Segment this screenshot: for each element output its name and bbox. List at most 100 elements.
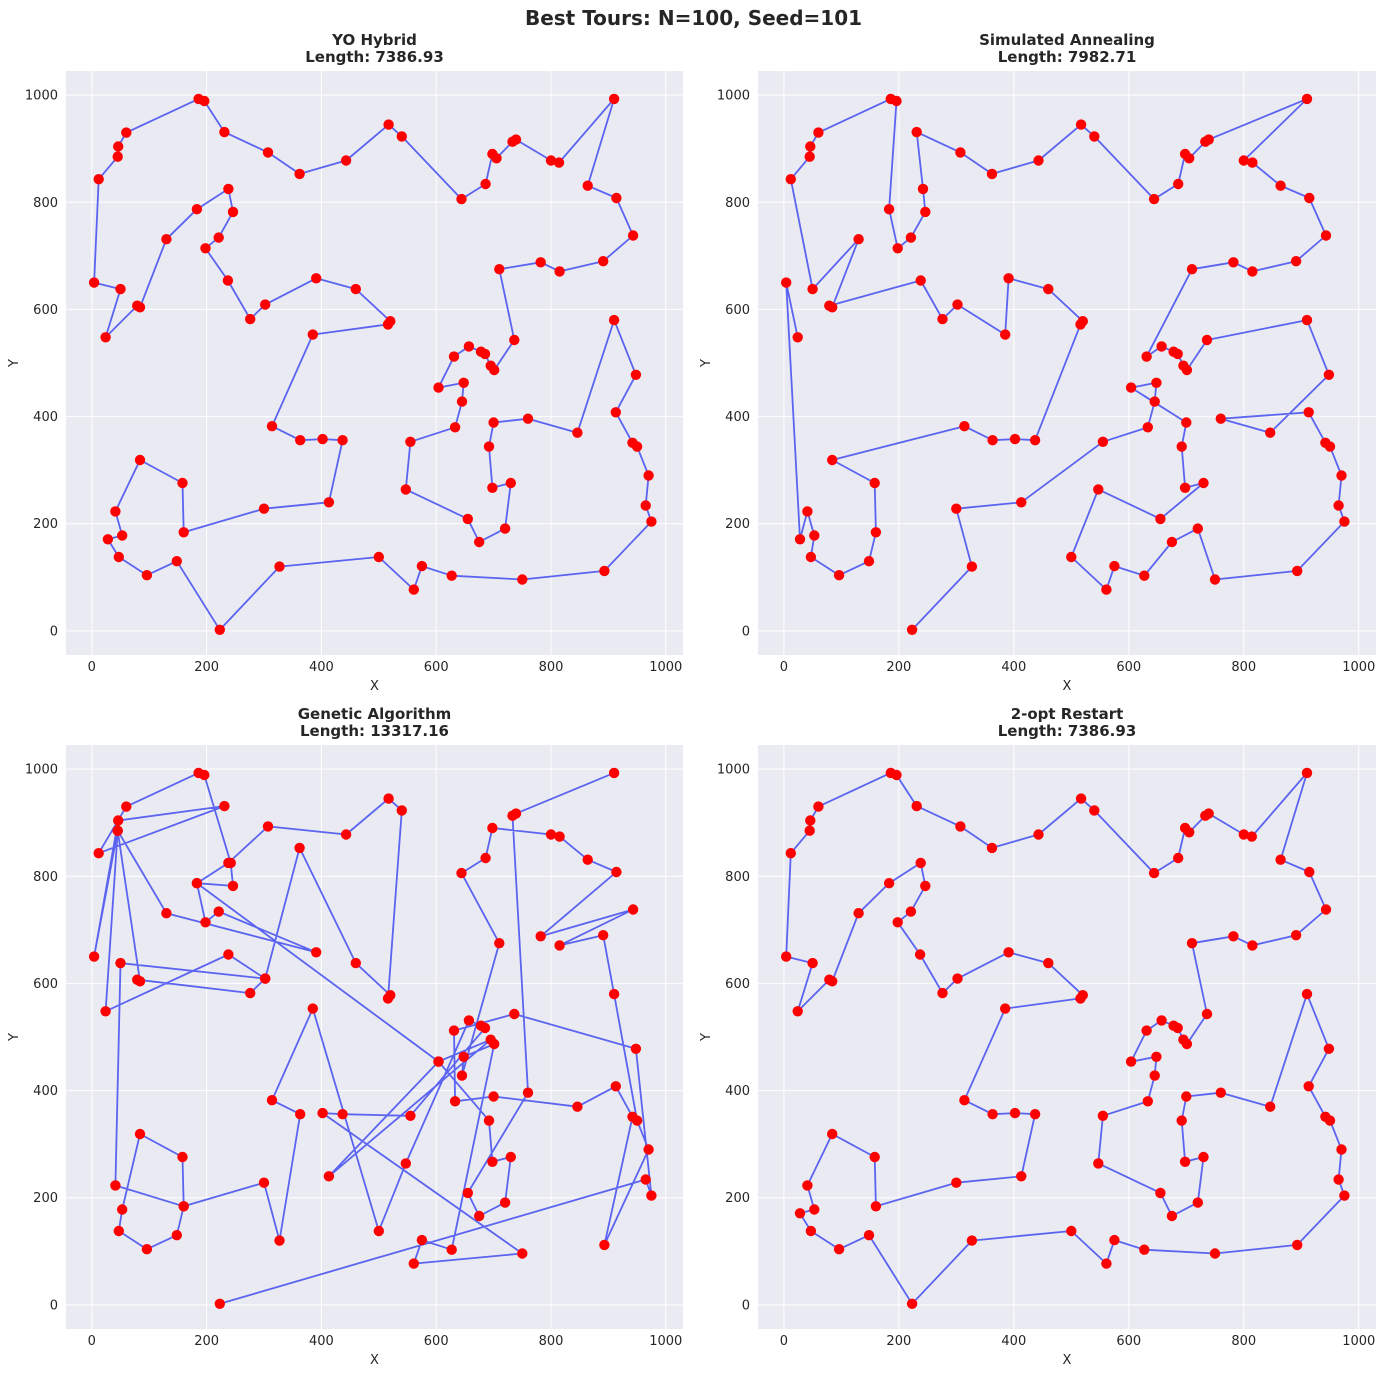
city-point xyxy=(433,382,444,393)
x-axis-label: X xyxy=(370,1353,379,1368)
city-point xyxy=(1142,422,1154,433)
city-point xyxy=(1275,854,1286,865)
city-point xyxy=(474,1210,485,1222)
city-point xyxy=(1149,396,1160,407)
x-tick-label: 400 xyxy=(1001,660,1026,675)
x-tick-label: 0 xyxy=(88,660,96,675)
city-point xyxy=(1149,1070,1160,1081)
city-point xyxy=(487,148,498,160)
city-point xyxy=(608,314,620,326)
city-point xyxy=(1303,407,1314,418)
city-point xyxy=(1198,477,1209,489)
city-point xyxy=(223,183,234,195)
panel-subtitle: Length: 7386.93 xyxy=(998,722,1137,740)
city-point xyxy=(350,957,361,969)
city-point xyxy=(258,503,270,514)
city-point xyxy=(951,503,962,514)
city-point xyxy=(112,825,123,836)
city-point xyxy=(487,482,498,493)
city-point xyxy=(311,947,322,958)
city-point xyxy=(494,264,505,275)
city-point xyxy=(134,976,146,987)
city-point xyxy=(1275,180,1286,191)
city-point xyxy=(141,1244,153,1255)
city-point xyxy=(554,831,565,842)
city-point xyxy=(853,908,864,919)
city-point xyxy=(572,1101,583,1112)
city-point xyxy=(1181,417,1192,428)
chart-panel-2: 0 200 400 600 800 1000 0 200 400 600 800 1000 X Y Simu… xyxy=(699,31,1376,694)
city-point xyxy=(458,1051,469,1063)
city-point xyxy=(383,119,394,130)
city-point xyxy=(483,1115,495,1126)
x-axis-label: X xyxy=(370,679,379,694)
city-point xyxy=(311,273,322,284)
city-point xyxy=(295,1109,306,1120)
city-point xyxy=(809,1204,820,1215)
x-tick-label: 600 xyxy=(1116,1334,1141,1349)
city-point xyxy=(295,435,306,446)
city-point xyxy=(781,951,792,962)
x-tick-label: 1000 xyxy=(649,660,682,675)
city-point xyxy=(824,300,835,311)
y-axis-label: Y xyxy=(7,1033,22,1042)
city-point xyxy=(480,178,491,190)
city-point xyxy=(408,584,419,595)
city-point xyxy=(193,93,204,105)
plot-area xyxy=(758,71,1376,655)
city-point xyxy=(416,560,428,572)
city-point xyxy=(807,957,818,969)
city-point xyxy=(598,256,609,267)
chart-panel-1: 0 200 400 600 800 1000 0 200 400 600 800 1000 X Y YO H… xyxy=(7,31,683,694)
city-point xyxy=(608,988,620,1000)
city-point xyxy=(885,93,896,105)
city-point xyxy=(627,230,639,241)
city-point xyxy=(115,957,126,969)
city-point xyxy=(274,1235,285,1246)
x-tick-label: 600 xyxy=(424,1334,449,1349)
city-point xyxy=(554,266,565,277)
city-point xyxy=(1198,1151,1209,1163)
city-point xyxy=(1155,513,1166,525)
city-point xyxy=(1029,435,1041,446)
y-tick-label: 400 xyxy=(33,1084,58,1099)
city-point xyxy=(952,299,963,310)
y-tick-label: 600 xyxy=(33,303,58,318)
panel-subtitle: Length: 7982.71 xyxy=(998,48,1137,66)
city-point xyxy=(405,1110,416,1122)
y-tick-label: 0 xyxy=(742,624,750,639)
city-point xyxy=(598,930,609,941)
city-point xyxy=(1228,931,1239,942)
city-point xyxy=(448,351,460,362)
city-point xyxy=(1016,1171,1027,1182)
city-point xyxy=(1200,136,1211,147)
x-tick-label: 400 xyxy=(1001,1334,1026,1349)
city-point xyxy=(219,800,230,812)
city-point xyxy=(340,155,352,166)
panel-title: Genetic Algorithm xyxy=(298,705,452,723)
city-point xyxy=(917,183,929,195)
city-point xyxy=(885,767,896,779)
city-point xyxy=(1101,584,1112,595)
city-point xyxy=(262,821,274,832)
city-point xyxy=(582,854,593,865)
city-point xyxy=(813,127,824,138)
city-point xyxy=(631,1115,643,1126)
city-point xyxy=(1304,866,1315,878)
city-point xyxy=(1097,1110,1109,1122)
y-axis-label: Y xyxy=(7,359,22,368)
city-point xyxy=(1166,536,1178,548)
y-tick-label: 800 xyxy=(33,870,58,885)
city-point xyxy=(1339,1190,1350,1201)
city-point xyxy=(522,413,534,424)
city-point xyxy=(1320,904,1332,915)
y-tick-label: 1000 xyxy=(25,763,58,778)
city-point xyxy=(1156,1015,1167,1026)
chart-panel-3: 0 200 400 600 800 1000 0 200 400 600 800 1000 X Y Gene… xyxy=(7,705,683,1368)
city-point xyxy=(599,565,610,577)
city-point xyxy=(307,329,318,340)
x-tick-label: 0 xyxy=(780,1334,788,1349)
city-point xyxy=(1089,805,1100,816)
city-point xyxy=(449,422,461,433)
city-point xyxy=(1246,831,1258,842)
